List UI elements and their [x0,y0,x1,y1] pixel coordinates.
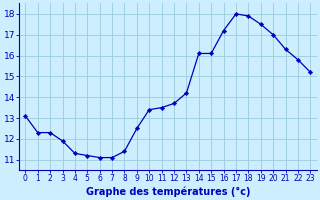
X-axis label: Graphe des températures (°c): Graphe des températures (°c) [85,186,250,197]
